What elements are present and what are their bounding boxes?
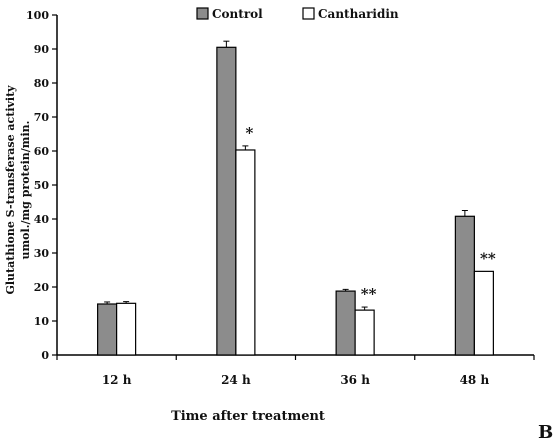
y-axis-label-line-1: Glutathione S-transferase activity: [4, 85, 17, 295]
x-axis: 12 h 24 h 36 h 48 h: [56, 354, 535, 387]
bar-control: [97, 303, 118, 356]
bar-control: [454, 215, 475, 356]
bar-cantharidin: [116, 302, 137, 356]
bar-cantharidin: [473, 270, 494, 356]
legend: Control Cantharidin: [196, 7, 399, 21]
y-tick-label: 20: [34, 281, 50, 294]
y-tick-label: 60: [34, 145, 50, 158]
y-tick-label: 90: [34, 43, 50, 56]
legend-label-cantharidin: Cantharidin: [318, 7, 399, 21]
y-axis-label-line-2: umol./mg protein/min.: [19, 121, 32, 260]
legend-label-control: Control: [212, 7, 263, 21]
bar-control: [335, 290, 356, 356]
significance-mark: **: [361, 285, 377, 303]
bar-cantharidin: [235, 149, 256, 356]
y-tick-label: 50: [34, 179, 50, 192]
panel-label: B: [538, 422, 553, 443]
significance-mark: **: [480, 249, 496, 267]
significance-mark: *: [245, 124, 253, 142]
y-tick-label: 10: [34, 315, 50, 328]
y-tick-label: 0: [41, 349, 49, 362]
x-tick-label: 24 h: [221, 373, 251, 387]
x-tick-label: 36 h: [340, 373, 370, 387]
y-tick-label: 30: [34, 247, 50, 260]
bars: *****: [97, 40, 496, 356]
x-tick-label: 48 h: [460, 373, 490, 387]
legend-swatch-control: [196, 7, 209, 20]
y-tick-label: 70: [34, 111, 50, 124]
y-axis: 0 10 20 30 40 50 60 70 80 90 100: [26, 9, 58, 362]
y-tick-label: 80: [34, 77, 50, 90]
bar-cantharidin: [354, 309, 375, 356]
y-tick-label: 40: [34, 213, 50, 226]
x-tick-label: 12 h: [102, 373, 132, 387]
bar-control: [216, 46, 237, 356]
x-axis-label: Time after treatment: [171, 409, 325, 424]
y-tick-label: 100: [26, 9, 49, 22]
legend-swatch-cantharidin: [302, 7, 315, 20]
